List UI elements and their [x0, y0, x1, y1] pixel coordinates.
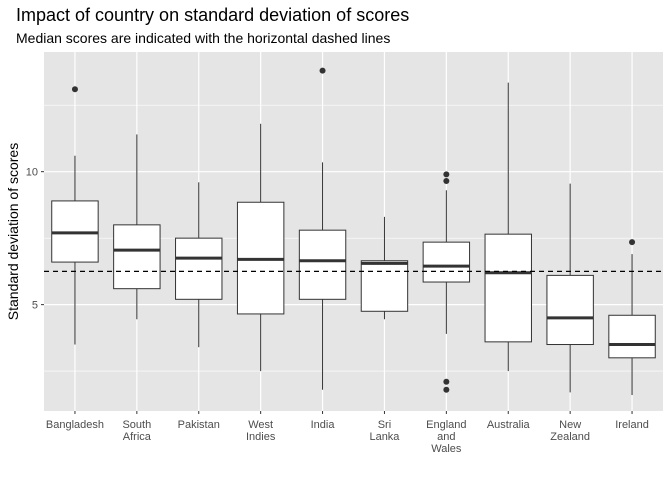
- x-tick-label: Bangladesh: [46, 419, 104, 431]
- box-series: [51, 67, 656, 396]
- outlier-point: [71, 86, 78, 93]
- box-iqr: [422, 241, 471, 283]
- box-iqr: [546, 274, 594, 346]
- outlier-point: [319, 67, 326, 74]
- box-australia: [484, 82, 532, 372]
- box-ireland: [608, 239, 656, 396]
- outlier-point: [443, 386, 450, 393]
- x-tick-label: South Africa: [122, 419, 151, 443]
- box-iqr: [360, 260, 409, 312]
- box-iqr: [113, 224, 161, 290]
- box-south-africa: [113, 134, 161, 320]
- x-tick-label: Australia: [487, 419, 531, 431]
- box-iqr: [608, 314, 656, 359]
- box-iqr: [484, 233, 532, 343]
- box-iqr: [298, 229, 347, 300]
- y-axis-ticks: 5 10: [26, 167, 44, 312]
- x-tick-label: India: [311, 419, 336, 431]
- x-axis-ticks: Bangladesh South Africa Pakistan West Indies I…: [46, 411, 649, 455]
- box-england-and-wales: [422, 171, 471, 393]
- x-tick-label: England and Wales: [426, 419, 466, 455]
- x-tick-label: Ireland: [615, 419, 649, 431]
- y-axis-title: Standard deviation of scores: [5, 143, 21, 320]
- x-tick-label: Sri Lanka: [369, 419, 400, 443]
- box-west-indies: [236, 123, 285, 372]
- x-tick-label: Pakistan: [178, 419, 220, 431]
- x-tick-label: New Zealand: [550, 419, 590, 443]
- box-sri-lanka: [360, 216, 409, 320]
- box-iqr: [175, 237, 223, 300]
- box-new-zealand: [546, 183, 594, 393]
- outlier-point: [443, 171, 450, 178]
- box-bangladesh: [51, 86, 99, 345]
- chart-title: Impact of country on standard deviation …: [16, 5, 409, 25]
- chart-subtitle: Median scores are indicated with the hor…: [16, 30, 390, 46]
- outlier-point: [629, 239, 636, 246]
- box-pakistan: [175, 182, 223, 348]
- x-tick-label: West Indies: [246, 419, 276, 443]
- box-india: [298, 67, 347, 390]
- y-tick-label: 10: [26, 167, 38, 179]
- outlier-point: [443, 177, 450, 184]
- outlier-point: [443, 378, 450, 385]
- y-tick-label: 5: [32, 300, 38, 312]
